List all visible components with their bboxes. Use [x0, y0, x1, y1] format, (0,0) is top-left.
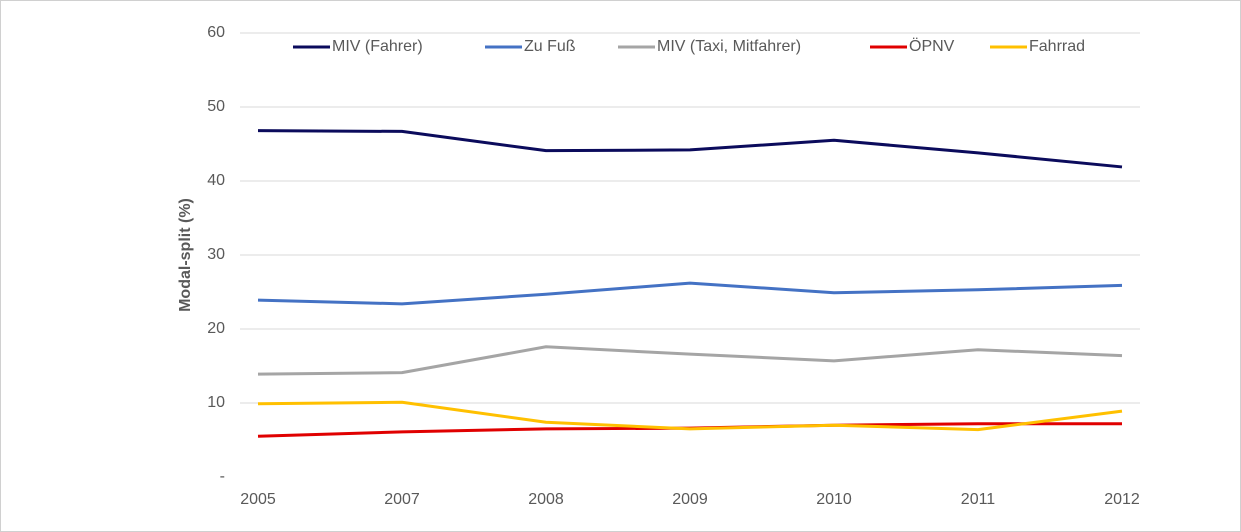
y-tick-label: - [220, 468, 225, 485]
series-line [257, 281, 1123, 306]
series-line [257, 345, 1123, 376]
legend-label: MIV (Fahrer) [332, 38, 423, 55]
y-tick-label: 30 [207, 246, 225, 263]
y-tick-label: 60 [207, 24, 225, 41]
legend-label: Fahrrad [1029, 38, 1085, 55]
y-axis-label: Modal-split (%) [177, 198, 194, 312]
y-tick-label: 20 [207, 320, 225, 337]
x-tick-label: 2008 [528, 491, 564, 508]
x-tick-label: 2007 [384, 491, 420, 508]
x-tick-label: 2010 [816, 491, 852, 508]
y-tick-label: 50 [207, 98, 225, 115]
x-tick-label: 2009 [672, 491, 708, 508]
legend-label: Zu Fuß [524, 38, 576, 55]
x-tick-label: 2012 [1104, 491, 1140, 508]
x-tick-label: 2011 [961, 491, 996, 508]
x-tick-label: 2005 [240, 491, 276, 508]
series-line [257, 400, 1123, 432]
y-tick-label: 40 [207, 172, 225, 189]
y-tick-label: 10 [207, 394, 225, 411]
series-line [257, 129, 1123, 169]
legend-label: ÖPNV [909, 37, 955, 55]
legend-label: MIV (Taxi, Mitfahrer) [657, 38, 801, 55]
